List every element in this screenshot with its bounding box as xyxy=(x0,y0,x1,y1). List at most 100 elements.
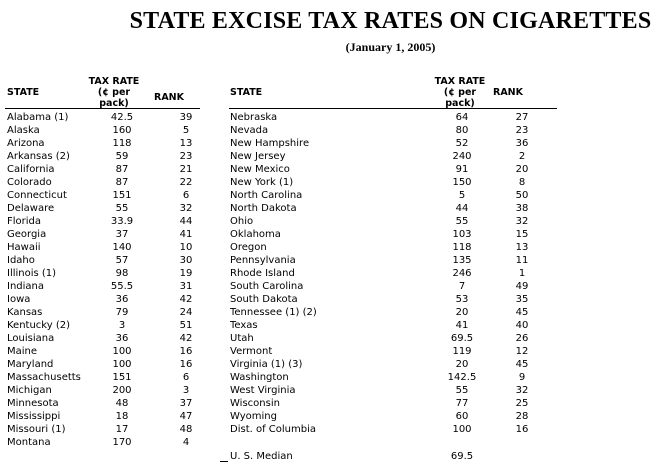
state-name: Alabama (1) xyxy=(7,112,69,123)
state-name: Georgia xyxy=(7,229,47,240)
median-label: U. S. Median xyxy=(230,451,293,462)
rank-value: 11 xyxy=(515,255,529,266)
table-row: North Dakota 44 38 xyxy=(230,202,560,215)
tax-rate-value: 3 xyxy=(118,320,126,331)
rank-value: 19 xyxy=(179,268,193,279)
page-subtitle: (January 1, 2005) xyxy=(345,40,436,54)
tax-rate-value: 100 xyxy=(112,346,132,357)
right-header-state: STATE xyxy=(230,87,263,98)
state-name: Maine xyxy=(7,346,38,357)
tax-rate-value: 48 xyxy=(115,398,129,409)
tax-rate-value: 36 xyxy=(115,333,129,344)
table-row: Tennessee (1) (2) 20 45 xyxy=(230,306,560,319)
table-row: Oregon 118 13 xyxy=(230,241,560,254)
state-name: Hawaii xyxy=(7,242,41,253)
table-row: Illinois (1) 98 19 xyxy=(7,267,207,280)
table-row: Texas 41 40 xyxy=(230,319,560,332)
table-row: Alaska 160 5 xyxy=(7,124,207,137)
tax-rate-value: 69.5 xyxy=(450,333,474,344)
rank-value: 47 xyxy=(179,411,193,422)
tax-rate-value: 55 xyxy=(115,203,129,214)
tax-rate-value: 33.9 xyxy=(110,216,134,227)
rank-value: 44 xyxy=(179,216,193,227)
rank-value: 8 xyxy=(518,177,526,188)
state-name: Indiana xyxy=(7,281,45,292)
table-row: North Carolina 5 50 xyxy=(230,189,560,202)
table-row: Pennsylvania 135 11 xyxy=(230,254,560,267)
rank-value: 22 xyxy=(179,177,193,188)
table-row: Wisconsin 77 25 xyxy=(230,397,560,410)
tax-rate-value: 100 xyxy=(112,359,132,370)
tax-rate-value: 160 xyxy=(112,125,132,136)
rank-value: 45 xyxy=(515,359,529,370)
tax-rate-value: 57 xyxy=(115,255,129,266)
state-name: Alaska xyxy=(7,125,40,136)
tax-rate-value: 151 xyxy=(112,372,132,383)
state-name: Illinois (1) xyxy=(7,268,57,279)
state-name: New Hampshire xyxy=(230,138,310,149)
state-name: Maryland xyxy=(7,359,54,370)
tax-rate-value: 55 xyxy=(455,216,469,227)
state-name: Missouri (1) xyxy=(7,424,66,435)
state-name: Wyoming xyxy=(230,411,277,422)
table-row: Maine 100 16 xyxy=(7,345,207,358)
state-name: New York (1) xyxy=(230,177,294,188)
tax-rate-value: 142.5 xyxy=(447,372,477,383)
state-name: Rhode Island xyxy=(230,268,295,279)
table-row: Washington 142.5 9 xyxy=(230,371,560,384)
tax-rate-value: 59 xyxy=(115,151,129,162)
rank-value: 32 xyxy=(515,216,529,227)
rank-value: 42 xyxy=(179,333,193,344)
right-table: Nebraska 64 27 Nevada 80 23 New Hampshire 52 36 N… xyxy=(230,111,560,436)
tax-rate-value: 118 xyxy=(452,242,472,253)
right-header-tax-rate-line3: pack) xyxy=(445,98,475,109)
rank-value: 26 xyxy=(515,333,529,344)
state-name: Idaho xyxy=(7,255,35,266)
right-header-tax-rate-line1: TAX RATE xyxy=(434,76,486,87)
table-row: California 87 21 xyxy=(7,163,207,176)
state-name: Virginia (1) (3) xyxy=(230,359,303,370)
tax-rate-value: 37 xyxy=(115,229,129,240)
rank-value: 32 xyxy=(179,203,193,214)
table-row: Massachusetts 151 6 xyxy=(7,371,207,384)
tax-rate-value: 150 xyxy=(452,177,472,188)
rank-value: 31 xyxy=(179,281,193,292)
rank-value: 10 xyxy=(179,242,193,253)
table-row: Florida 33.9 44 xyxy=(7,215,207,228)
table-row: Rhode Island 246 1 xyxy=(230,267,560,280)
table-row: South Carolina 7 49 xyxy=(230,280,560,293)
table-row: Louisiana 36 42 xyxy=(7,332,207,345)
tax-rate-value: 170 xyxy=(112,437,132,448)
table-row: Colorado 87 22 xyxy=(7,176,207,189)
rank-value: 32 xyxy=(515,385,529,396)
rank-value: 45 xyxy=(515,307,529,318)
state-name: Mississippi xyxy=(7,411,61,422)
table-row: West Virginia 55 32 xyxy=(230,384,560,397)
rank-value: 16 xyxy=(179,359,193,370)
state-name: Utah xyxy=(230,333,254,344)
state-name: Pennsylvania xyxy=(230,255,296,266)
tax-rate-value: 36 xyxy=(115,294,129,305)
tax-rate-value: 118 xyxy=(112,138,132,149)
left-header-rank: RANK xyxy=(154,92,184,103)
median-rule xyxy=(220,461,228,462)
tax-rate-value: 87 xyxy=(115,164,129,175)
rank-value: 37 xyxy=(179,398,193,409)
left-header-state: STATE xyxy=(7,87,40,98)
state-name: Montana xyxy=(7,437,51,448)
rank-value: 12 xyxy=(515,346,529,357)
rank-value: 42 xyxy=(179,294,193,305)
state-name: West Virginia xyxy=(230,385,296,396)
table-row: Indiana 55.5 31 xyxy=(7,280,207,293)
rank-value: 35 xyxy=(515,294,529,305)
state-name: Nevada xyxy=(230,125,269,136)
table-row: Arkansas (2) 59 23 xyxy=(7,150,207,163)
state-name: New Jersey xyxy=(230,151,286,162)
rank-value: 16 xyxy=(515,424,529,435)
rank-value: 41 xyxy=(179,229,193,240)
table-row: Delaware 55 32 xyxy=(7,202,207,215)
rank-value: 30 xyxy=(179,255,193,266)
right-header-tax-rate: TAX RATE (¢ per pack) xyxy=(430,76,490,109)
tax-rate-value: 7 xyxy=(458,281,466,292)
state-name: Delaware xyxy=(7,203,55,214)
